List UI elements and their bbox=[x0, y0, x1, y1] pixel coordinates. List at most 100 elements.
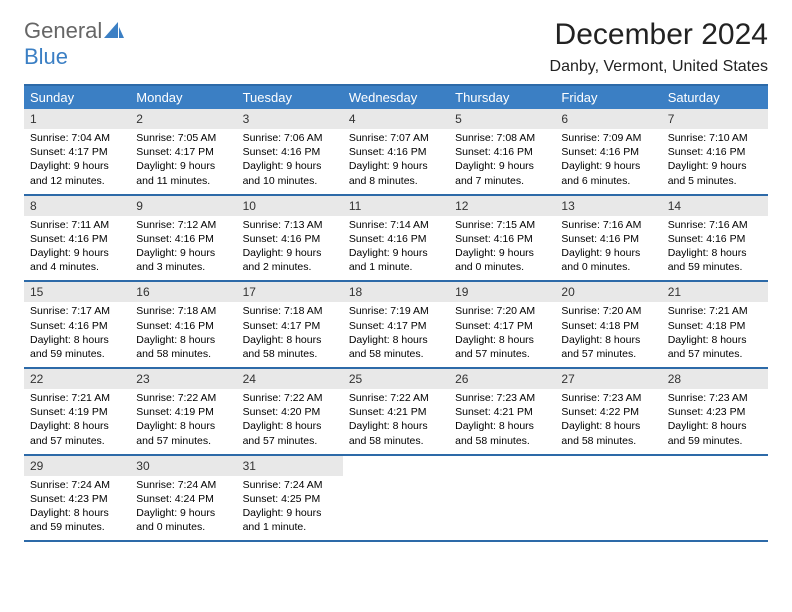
calendar-day-cell bbox=[343, 455, 449, 542]
sunset-text: Sunset: 4:17 PM bbox=[243, 319, 337, 333]
sunset-text: Sunset: 4:18 PM bbox=[668, 319, 762, 333]
calendar-day-cell: 12Sunrise: 7:15 AMSunset: 4:16 PMDayligh… bbox=[449, 195, 555, 282]
calendar-week-row: 15Sunrise: 7:17 AMSunset: 4:16 PMDayligh… bbox=[24, 281, 768, 368]
day-number: 22 bbox=[24, 369, 130, 389]
weekday-header: Saturday bbox=[662, 85, 768, 109]
calendar-day-cell: 8Sunrise: 7:11 AMSunset: 4:16 PMDaylight… bbox=[24, 195, 130, 282]
daylight-text: Daylight: 8 hours and 58 minutes. bbox=[349, 419, 443, 447]
sunset-text: Sunset: 4:25 PM bbox=[243, 492, 337, 506]
day-details: Sunrise: 7:24 AMSunset: 4:24 PMDaylight:… bbox=[130, 476, 236, 541]
calendar-day-cell: 27Sunrise: 7:23 AMSunset: 4:22 PMDayligh… bbox=[555, 368, 661, 455]
sunset-text: Sunset: 4:16 PM bbox=[561, 232, 655, 246]
sunset-text: Sunset: 4:16 PM bbox=[30, 232, 124, 246]
daylight-text: Daylight: 9 hours and 5 minutes. bbox=[668, 159, 762, 187]
daylight-text: Daylight: 8 hours and 57 minutes. bbox=[30, 419, 124, 447]
day-number: 16 bbox=[130, 282, 236, 302]
sunrise-text: Sunrise: 7:23 AM bbox=[668, 391, 762, 405]
sunset-text: Sunset: 4:16 PM bbox=[349, 145, 443, 159]
day-number: 28 bbox=[662, 369, 768, 389]
sunset-text: Sunset: 4:18 PM bbox=[561, 319, 655, 333]
day-number: 8 bbox=[24, 196, 130, 216]
day-details: Sunrise: 7:24 AMSunset: 4:23 PMDaylight:… bbox=[24, 476, 130, 541]
sunset-text: Sunset: 4:20 PM bbox=[243, 405, 337, 419]
sunrise-text: Sunrise: 7:05 AM bbox=[136, 131, 230, 145]
sunrise-text: Sunrise: 7:20 AM bbox=[561, 304, 655, 318]
sunset-text: Sunset: 4:17 PM bbox=[136, 145, 230, 159]
daylight-text: Daylight: 9 hours and 1 minute. bbox=[243, 506, 337, 534]
sunrise-text: Sunrise: 7:23 AM bbox=[561, 391, 655, 405]
calendar-day-cell: 28Sunrise: 7:23 AMSunset: 4:23 PMDayligh… bbox=[662, 368, 768, 455]
sunset-text: Sunset: 4:16 PM bbox=[668, 232, 762, 246]
day-number: 30 bbox=[130, 456, 236, 476]
day-number: 7 bbox=[662, 109, 768, 129]
calendar-day-cell: 2 Sunrise: 7:05 AMSunset: 4:17 PMDaylight… bbox=[130, 109, 236, 195]
day-number: 5 bbox=[449, 109, 555, 129]
sunrise-text: Sunrise: 7:19 AM bbox=[349, 304, 443, 318]
day-number: 4 bbox=[343, 109, 449, 129]
sunrise-text: Sunrise: 7:14 AM bbox=[349, 218, 443, 232]
daylight-text: Daylight: 8 hours and 57 minutes. bbox=[561, 333, 655, 361]
logo-text-general: General bbox=[24, 18, 102, 43]
day-number: 19 bbox=[449, 282, 555, 302]
sunrise-text: Sunrise: 7:12 AM bbox=[136, 218, 230, 232]
day-details: Sunrise: 7:21 AMSunset: 4:19 PMDaylight:… bbox=[24, 389, 130, 454]
sunset-text: Sunset: 4:23 PM bbox=[30, 492, 124, 506]
calendar-day-cell: 13Sunrise: 7:16 AMSunset: 4:16 PMDayligh… bbox=[555, 195, 661, 282]
daylight-text: Daylight: 8 hours and 58 minutes. bbox=[243, 333, 337, 361]
sunrise-text: Sunrise: 7:22 AM bbox=[136, 391, 230, 405]
daylight-text: Daylight: 9 hours and 8 minutes. bbox=[349, 159, 443, 187]
logo-text: General Blue bbox=[24, 18, 124, 70]
daylight-text: Daylight: 8 hours and 58 minutes. bbox=[349, 333, 443, 361]
sunrise-text: Sunrise: 7:10 AM bbox=[668, 131, 762, 145]
weekday-header: Tuesday bbox=[237, 85, 343, 109]
sunrise-text: Sunrise: 7:13 AM bbox=[243, 218, 337, 232]
daylight-text: Daylight: 8 hours and 59 minutes. bbox=[30, 333, 124, 361]
calendar-day-cell: 30Sunrise: 7:24 AMSunset: 4:24 PMDayligh… bbox=[130, 455, 236, 542]
day-number: 18 bbox=[343, 282, 449, 302]
sunset-text: Sunset: 4:19 PM bbox=[30, 405, 124, 419]
sunset-text: Sunset: 4:16 PM bbox=[136, 319, 230, 333]
calendar-day-cell: 22Sunrise: 7:21 AMSunset: 4:19 PMDayligh… bbox=[24, 368, 130, 455]
sunrise-text: Sunrise: 7:15 AM bbox=[455, 218, 549, 232]
sunrise-text: Sunrise: 7:07 AM bbox=[349, 131, 443, 145]
daylight-text: Daylight: 8 hours and 59 minutes. bbox=[668, 246, 762, 274]
sunset-text: Sunset: 4:23 PM bbox=[668, 405, 762, 419]
day-details: Sunrise: 7:10 AMSunset: 4:16 PMDaylight:… bbox=[662, 129, 768, 194]
sunrise-text: Sunrise: 7:21 AM bbox=[30, 391, 124, 405]
daylight-text: Daylight: 9 hours and 0 minutes. bbox=[561, 246, 655, 274]
sunset-text: Sunset: 4:16 PM bbox=[136, 232, 230, 246]
header: General Blue December 2024 Danby, Vermon… bbox=[24, 18, 768, 76]
day-number: 26 bbox=[449, 369, 555, 389]
daylight-text: Daylight: 9 hours and 1 minute. bbox=[349, 246, 443, 274]
daylight-text: Daylight: 9 hours and 11 minutes. bbox=[136, 159, 230, 187]
daylight-text: Daylight: 9 hours and 10 minutes. bbox=[243, 159, 337, 187]
day-number: 25 bbox=[343, 369, 449, 389]
sunrise-text: Sunrise: 7:17 AM bbox=[30, 304, 124, 318]
daylight-text: Daylight: 8 hours and 57 minutes. bbox=[668, 333, 762, 361]
daylight-text: Daylight: 8 hours and 57 minutes. bbox=[455, 333, 549, 361]
calendar-day-cell: 3Sunrise: 7:06 AMSunset: 4:16 PMDaylight… bbox=[237, 109, 343, 195]
sunrise-text: Sunrise: 7:24 AM bbox=[136, 478, 230, 492]
daylight-text: Daylight: 9 hours and 4 minutes. bbox=[30, 246, 124, 274]
calendar-day-cell: 23Sunrise: 7:22 AMSunset: 4:19 PMDayligh… bbox=[130, 368, 236, 455]
sunrise-text: Sunrise: 7:18 AM bbox=[136, 304, 230, 318]
daylight-text: Daylight: 9 hours and 12 minutes. bbox=[30, 159, 124, 187]
calendar-day-cell: 31Sunrise: 7:24 AMSunset: 4:25 PMDayligh… bbox=[237, 455, 343, 542]
weekday-header: Wednesday bbox=[343, 85, 449, 109]
daylight-text: Daylight: 8 hours and 58 minutes. bbox=[561, 419, 655, 447]
sunset-text: Sunset: 4:16 PM bbox=[243, 232, 337, 246]
day-details: Sunrise: 7:16 AMSunset: 4:16 PMDaylight:… bbox=[555, 216, 661, 281]
calendar-day-cell: 16Sunrise: 7:18 AMSunset: 4:16 PMDayligh… bbox=[130, 281, 236, 368]
sunrise-text: Sunrise: 7:23 AM bbox=[455, 391, 549, 405]
day-number: 2 bbox=[130, 109, 236, 129]
calendar-day-cell: 19Sunrise: 7:20 AMSunset: 4:17 PMDayligh… bbox=[449, 281, 555, 368]
day-details: Sunrise: 7:20 AMSunset: 4:17 PMDaylight:… bbox=[449, 302, 555, 367]
logo-sail-icon bbox=[104, 18, 124, 43]
day-details: Sunrise: 7:04 AMSunset: 4:17 PMDaylight:… bbox=[24, 129, 130, 194]
day-details: Sunrise: 7:09 AMSunset: 4:16 PMDaylight:… bbox=[555, 129, 661, 194]
sunset-text: Sunset: 4:21 PM bbox=[455, 405, 549, 419]
sunrise-text: Sunrise: 7:09 AM bbox=[561, 131, 655, 145]
sunrise-text: Sunrise: 7:24 AM bbox=[30, 478, 124, 492]
calendar-day-cell: 7Sunrise: 7:10 AMSunset: 4:16 PMDaylight… bbox=[662, 109, 768, 195]
calendar-week-row: 8Sunrise: 7:11 AMSunset: 4:16 PMDaylight… bbox=[24, 195, 768, 282]
